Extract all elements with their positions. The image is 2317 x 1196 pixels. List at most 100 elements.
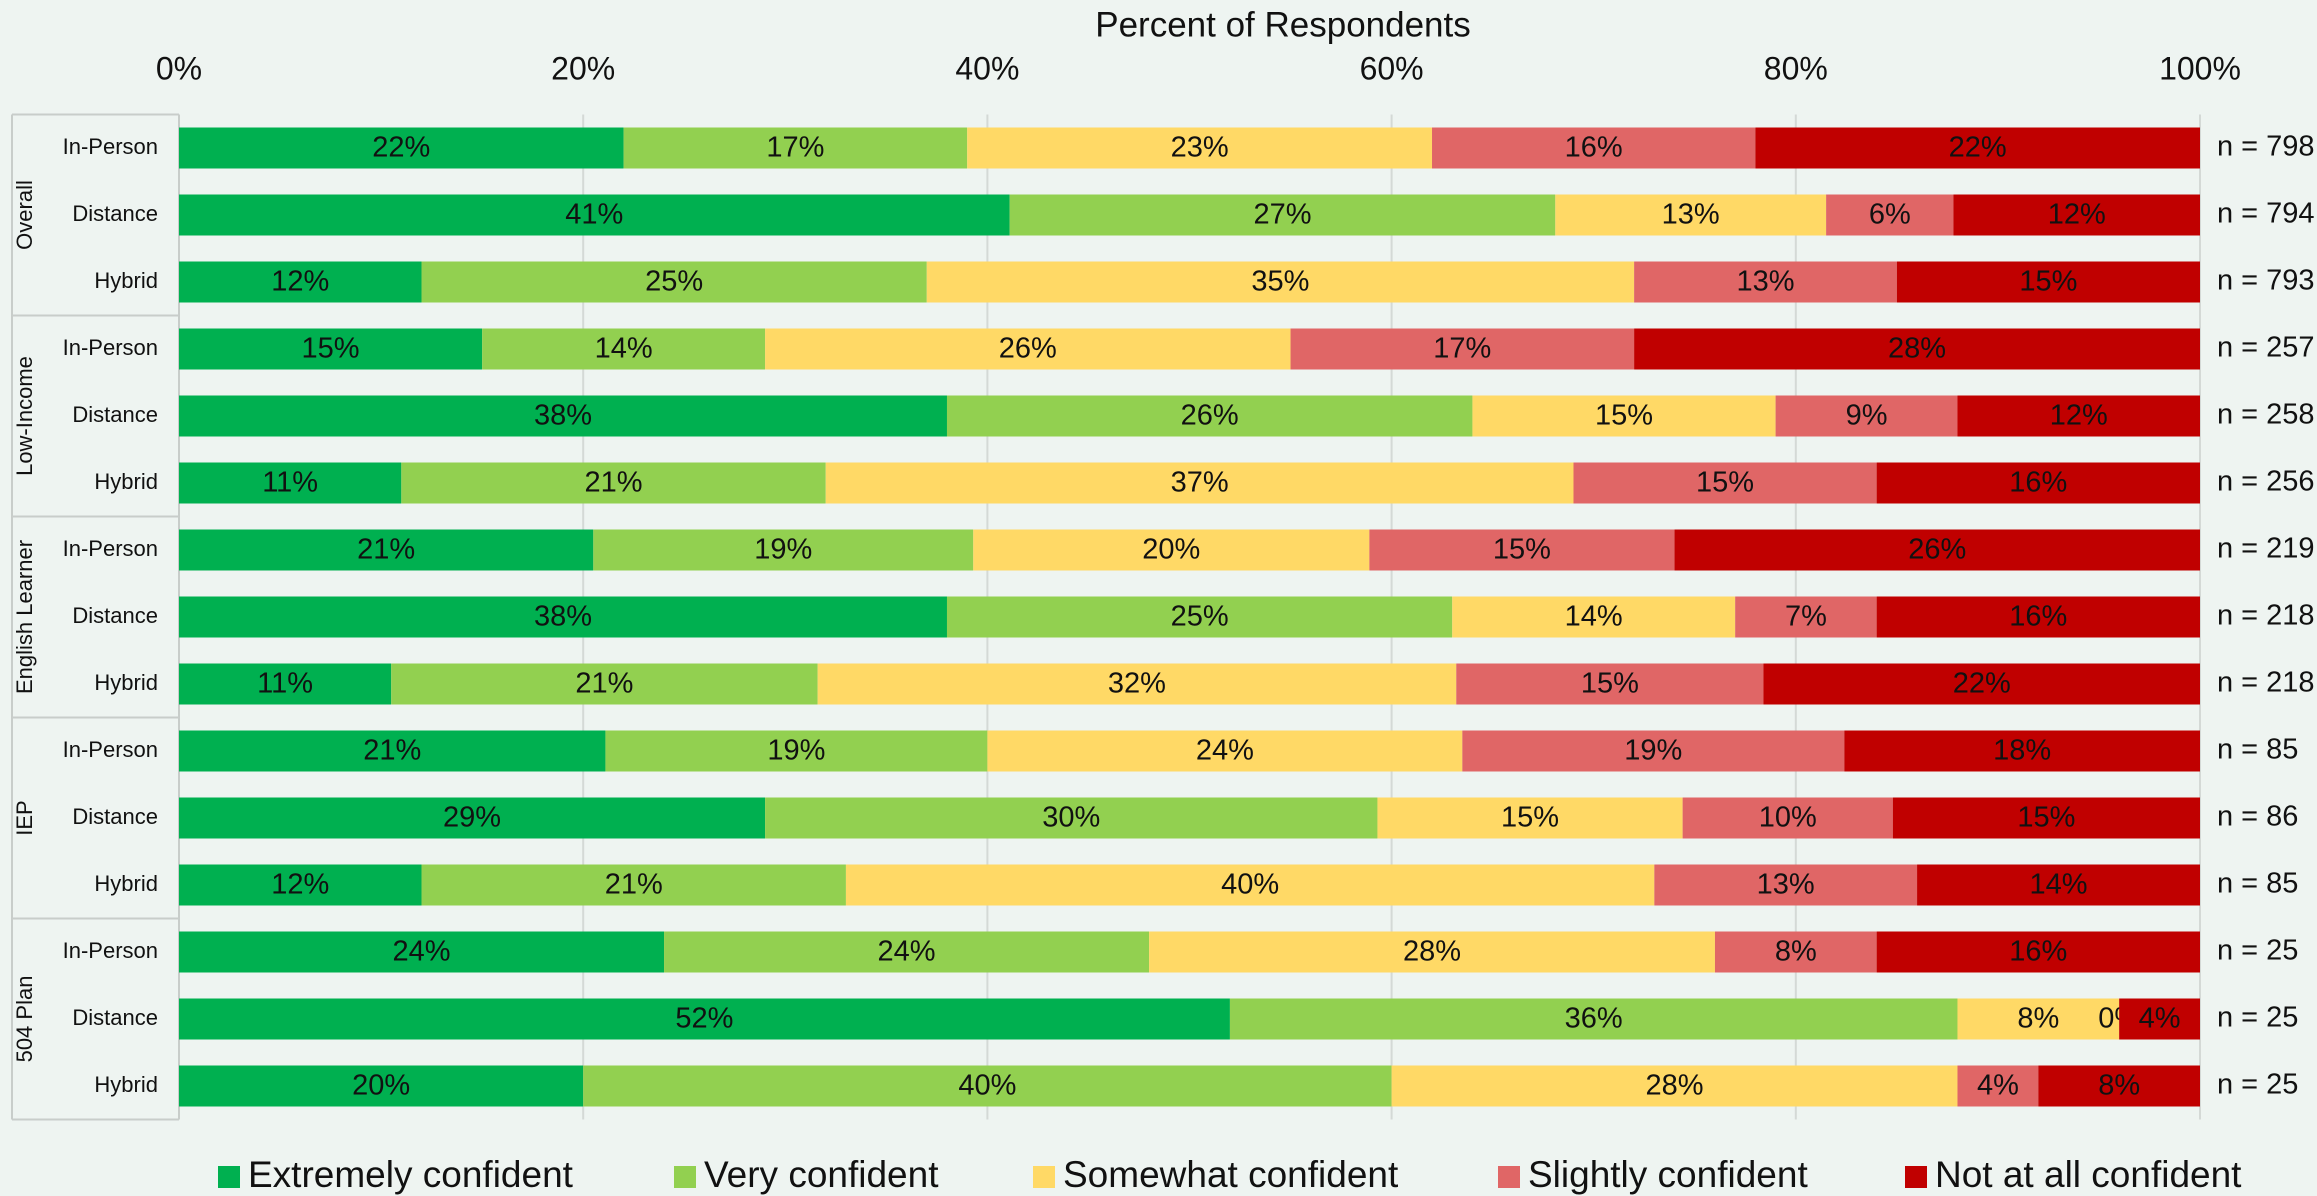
bar-segment xyxy=(623,127,968,169)
value-label: 15% xyxy=(2017,802,2075,834)
legend-label: Somewhat confident xyxy=(1063,1154,1399,1195)
bar-segment xyxy=(1917,864,2200,906)
value-label: 26% xyxy=(999,333,1057,365)
bar-segment xyxy=(967,127,1433,169)
bar-segment xyxy=(421,261,927,303)
value-label: 28% xyxy=(1646,1070,1704,1102)
row-label: In-Person xyxy=(63,335,158,360)
x-tick-label: 40% xyxy=(955,50,1019,86)
value-label: 24% xyxy=(392,936,450,968)
bar-segment xyxy=(179,529,594,571)
value-label: 38% xyxy=(534,601,592,633)
value-label: 19% xyxy=(767,735,825,767)
bar-segment xyxy=(179,462,402,504)
legend-swatch xyxy=(218,1166,240,1188)
value-label: 25% xyxy=(1171,601,1229,633)
bar-segment xyxy=(1957,395,2200,437)
value-label: 15% xyxy=(1493,534,1551,566)
bar-segment xyxy=(1462,730,1845,772)
value-label: 13% xyxy=(1662,199,1720,231)
value-label: 26% xyxy=(1181,400,1239,432)
bar-segment xyxy=(179,1065,584,1107)
value-label: 21% xyxy=(584,467,642,499)
bar-segment xyxy=(1009,194,1556,236)
value-label: 29% xyxy=(443,802,501,834)
bar-segment xyxy=(179,328,483,370)
bar-segment xyxy=(1896,261,2200,303)
value-label: 28% xyxy=(1403,936,1461,968)
bar-segment xyxy=(179,797,766,839)
bar-segment xyxy=(926,261,1635,303)
value-label: 8% xyxy=(1775,936,1817,968)
n-label: n = 257 xyxy=(2217,332,2315,364)
chart-title: Percent of Respondents xyxy=(1095,5,1471,44)
bar-segment xyxy=(1953,194,2200,236)
n-label: n = 218 xyxy=(2217,600,2315,632)
value-label: 18% xyxy=(1993,735,2051,767)
row-label: In-Person xyxy=(63,938,158,963)
bar-segment xyxy=(391,663,818,705)
bar-segment xyxy=(1775,395,1958,437)
value-label: 15% xyxy=(2019,266,2077,298)
value-label: 4% xyxy=(2139,1003,2181,1035)
value-label: 21% xyxy=(363,735,421,767)
value-label: 14% xyxy=(2030,869,2088,901)
bar-segment xyxy=(1452,596,1736,638)
n-label: n = 798 xyxy=(2217,131,2315,163)
bar-segment xyxy=(1957,1065,2039,1107)
row-label: Hybrid xyxy=(94,670,158,695)
bar-segment xyxy=(593,529,974,571)
row-label: In-Person xyxy=(63,737,158,762)
bar-segment xyxy=(1573,462,1877,504)
n-label: n = 25 xyxy=(2217,1069,2298,1101)
group-label: English Learner xyxy=(12,540,37,694)
legend-label: Slightly confident xyxy=(1528,1154,1808,1195)
value-label: 30% xyxy=(1042,802,1100,834)
n-label: n = 85 xyxy=(2217,734,2298,766)
x-tick-label: 60% xyxy=(1360,50,1424,86)
n-label: n = 85 xyxy=(2217,868,2298,900)
bar-segment xyxy=(817,663,1457,705)
bar-segment xyxy=(1654,864,1918,906)
bar-segment xyxy=(1555,194,1827,236)
bar-segment xyxy=(179,998,1230,1040)
row-label: In-Person xyxy=(63,134,158,159)
value-label: 15% xyxy=(302,333,360,365)
value-label: 38% xyxy=(534,400,592,432)
legend-label: Not at all confident xyxy=(1935,1154,2242,1195)
bar-segment xyxy=(1149,931,1715,973)
bar-segment xyxy=(1391,1065,1958,1107)
bar-segment xyxy=(421,864,846,906)
x-tick-label: 80% xyxy=(1764,50,1828,86)
legend-swatch xyxy=(1905,1166,1927,1188)
bar-segment xyxy=(845,864,1655,906)
bar-segment xyxy=(179,663,392,705)
bar-segment xyxy=(179,730,606,772)
bar-segment xyxy=(1844,730,2200,772)
value-label: 11% xyxy=(257,668,313,700)
bar-segment xyxy=(765,328,1291,370)
row-label: Distance xyxy=(72,201,158,226)
value-label: 8% xyxy=(2098,1070,2140,1102)
bar-segment xyxy=(1634,261,1897,303)
bar-segment xyxy=(583,1065,1392,1107)
bar-segment xyxy=(179,261,422,303)
bar-segment xyxy=(1369,529,1675,571)
bar-segment xyxy=(1290,328,1635,370)
bar-segment xyxy=(1377,797,1683,839)
value-label: 26% xyxy=(1908,534,1966,566)
bar-segment xyxy=(1735,596,1877,638)
legend-swatch xyxy=(1033,1166,1055,1188)
value-label: 24% xyxy=(878,936,936,968)
value-label: 14% xyxy=(1565,601,1623,633)
row-label: Distance xyxy=(72,804,158,829)
value-label: 22% xyxy=(1949,132,2007,164)
group-label: Overall xyxy=(12,180,37,250)
value-label: 6% xyxy=(1869,199,1911,231)
n-label: n = 794 xyxy=(2217,198,2315,230)
value-label: 15% xyxy=(1696,467,1754,499)
value-label: 21% xyxy=(357,534,415,566)
value-label: 37% xyxy=(1171,467,1229,499)
bar-segment xyxy=(1755,127,2200,169)
value-label: 21% xyxy=(605,869,663,901)
